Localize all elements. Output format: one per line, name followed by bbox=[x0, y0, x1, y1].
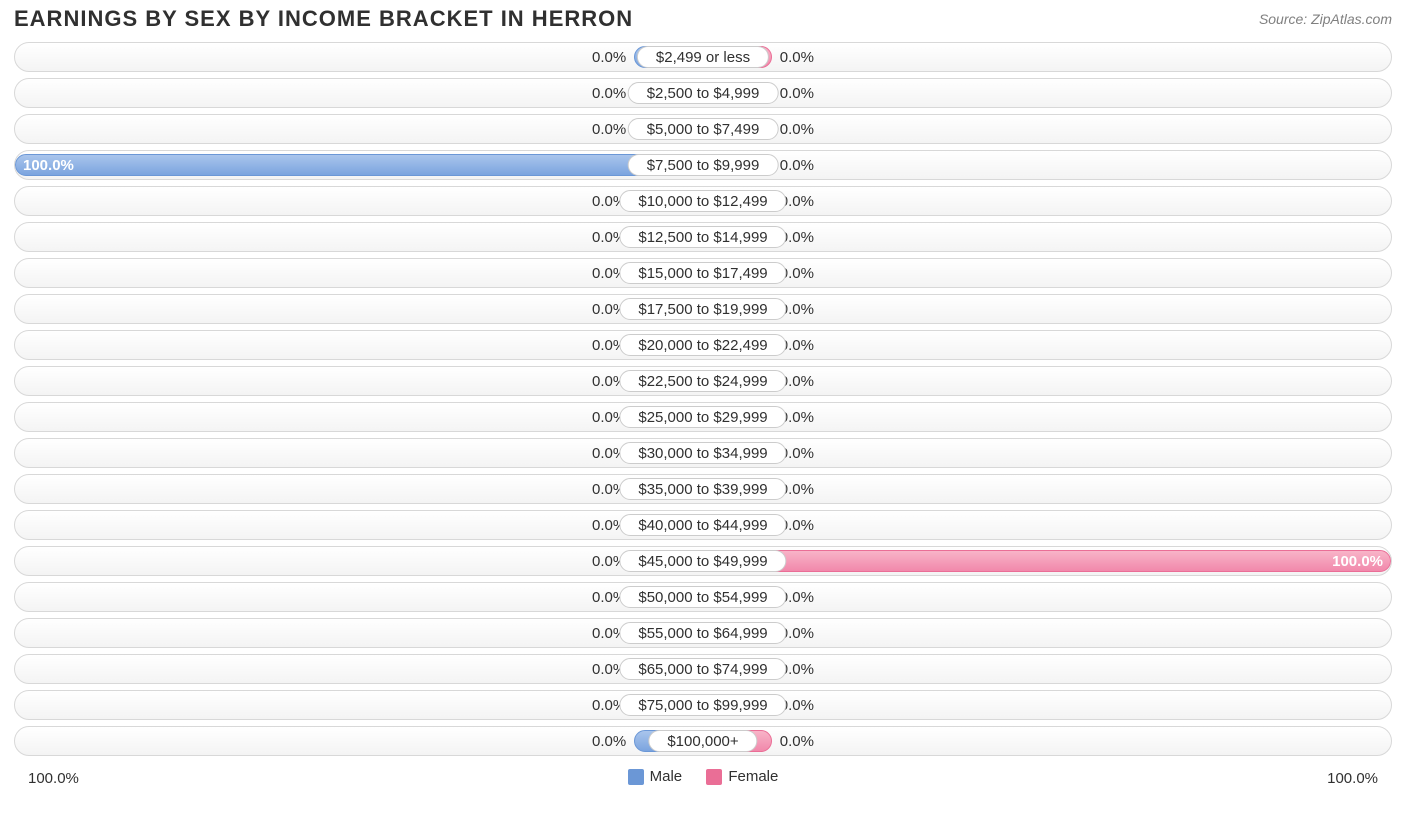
legend-item-male: Male bbox=[628, 768, 683, 785]
chart-row: 0.0%100.0%$45,000 to $49,999 bbox=[14, 546, 1392, 576]
chart-row: 0.0%0.0%$15,000 to $17,499 bbox=[14, 258, 1392, 288]
category-pill: $100,000+ bbox=[648, 730, 757, 752]
male-pct-label: 0.0% bbox=[592, 43, 626, 71]
chart-row: 0.0% 0.0% $100,000+ bbox=[14, 726, 1392, 756]
chart-row: 0.0%0.0%$75,000 to $99,999 bbox=[14, 690, 1392, 720]
axis-label-right: 100.0% bbox=[1327, 770, 1378, 787]
category-pill: $35,000 to $39,999 bbox=[619, 478, 786, 500]
chart-row: 0.0%0.0%$40,000 to $44,999 bbox=[14, 510, 1392, 540]
category-pill: $45,000 to $49,999 bbox=[619, 550, 786, 572]
chart-row: 0.0%0.0%$12,500 to $14,999 bbox=[14, 222, 1392, 252]
category-pill: $10,000 to $12,499 bbox=[619, 190, 786, 212]
category-pill: $5,000 to $7,499 bbox=[628, 118, 779, 140]
category-pill: $2,499 or less bbox=[637, 46, 769, 68]
category-pill: $2,500 to $4,999 bbox=[628, 82, 779, 104]
chart-row: 0.0%0.0%$20,000 to $22,499 bbox=[14, 330, 1392, 360]
category-pill: $65,000 to $74,999 bbox=[619, 658, 786, 680]
category-pill: $7,500 to $9,999 bbox=[628, 154, 779, 176]
female-bar bbox=[703, 550, 1391, 572]
category-pill: $17,500 to $19,999 bbox=[619, 298, 786, 320]
chart-row: 0.0%0.0%$35,000 to $39,999 bbox=[14, 474, 1392, 504]
chart-title: EARNINGS BY SEX BY INCOME BRACKET IN HER… bbox=[14, 6, 633, 32]
chart-row: 0.0%0.0%$30,000 to $34,999 bbox=[14, 438, 1392, 468]
chart-row: 0.0% 0.0%$5,000 to $7,499 bbox=[14, 114, 1392, 144]
category-pill: $55,000 to $64,999 bbox=[619, 622, 786, 644]
male-pct-label: 0.0% bbox=[592, 727, 626, 755]
chart-row: 0.0%0.0%$10,000 to $12,499 bbox=[14, 186, 1392, 216]
male-pct-label: 100.0% bbox=[23, 151, 74, 179]
chart-row: 0.0%0.0%$17,500 to $19,999 bbox=[14, 294, 1392, 324]
category-pill: $22,500 to $24,999 bbox=[619, 370, 786, 392]
legend-swatch-male bbox=[628, 769, 644, 785]
chart-row: 0.0% 0.0%$2,500 to $4,999 bbox=[14, 78, 1392, 108]
male-bar bbox=[15, 154, 703, 176]
chart-row: 0.0%0.0%$22,500 to $24,999 bbox=[14, 366, 1392, 396]
category-pill: $75,000 to $99,999 bbox=[619, 694, 786, 716]
category-pill: $25,000 to $29,999 bbox=[619, 406, 786, 428]
female-pct-label: 0.0% bbox=[780, 151, 814, 179]
source-attribution: Source: ZipAtlas.com bbox=[1259, 11, 1392, 27]
axis-label-left: 100.0% bbox=[28, 770, 79, 787]
female-pct-label: 0.0% bbox=[780, 727, 814, 755]
female-pct-label: 0.0% bbox=[780, 115, 814, 143]
legend-swatch-female bbox=[706, 769, 722, 785]
female-pct-label: 100.0% bbox=[1332, 547, 1383, 575]
category-pill: $50,000 to $54,999 bbox=[619, 586, 786, 608]
category-pill: $15,000 to $17,499 bbox=[619, 262, 786, 284]
category-pill: $20,000 to $22,499 bbox=[619, 334, 786, 356]
chart-row: 0.0%0.0%$50,000 to $54,999 bbox=[14, 582, 1392, 612]
male-pct-label: 0.0% bbox=[592, 79, 626, 107]
category-pill: $30,000 to $34,999 bbox=[619, 442, 786, 464]
category-pill: $40,000 to $44,999 bbox=[619, 514, 786, 536]
chart-row: 0.0%0.0%$65,000 to $74,999 bbox=[14, 654, 1392, 684]
diverging-bar-chart: 0.0%0.0%$2,499 or less0.0%0.0%$2,500 to … bbox=[0, 42, 1406, 756]
female-pct-label: 0.0% bbox=[780, 79, 814, 107]
legend-item-female: Female bbox=[706, 768, 778, 785]
legend-label-female: Female bbox=[728, 768, 778, 785]
male-pct-label: 0.0% bbox=[592, 115, 626, 143]
chart-row: 0.0% 0.0% $2,499 or less bbox=[14, 42, 1392, 72]
category-pill: $12,500 to $14,999 bbox=[619, 226, 786, 248]
legend: Male Female bbox=[79, 768, 1327, 789]
legend-label-male: Male bbox=[650, 768, 683, 785]
chart-row: 100.0% 0.0%$7,500 to $9,999 bbox=[14, 150, 1392, 180]
chart-row: 0.0%0.0%$25,000 to $29,999 bbox=[14, 402, 1392, 432]
chart-row: 0.0%0.0%$55,000 to $64,999 bbox=[14, 618, 1392, 648]
female-pct-label: 0.0% bbox=[780, 43, 814, 71]
